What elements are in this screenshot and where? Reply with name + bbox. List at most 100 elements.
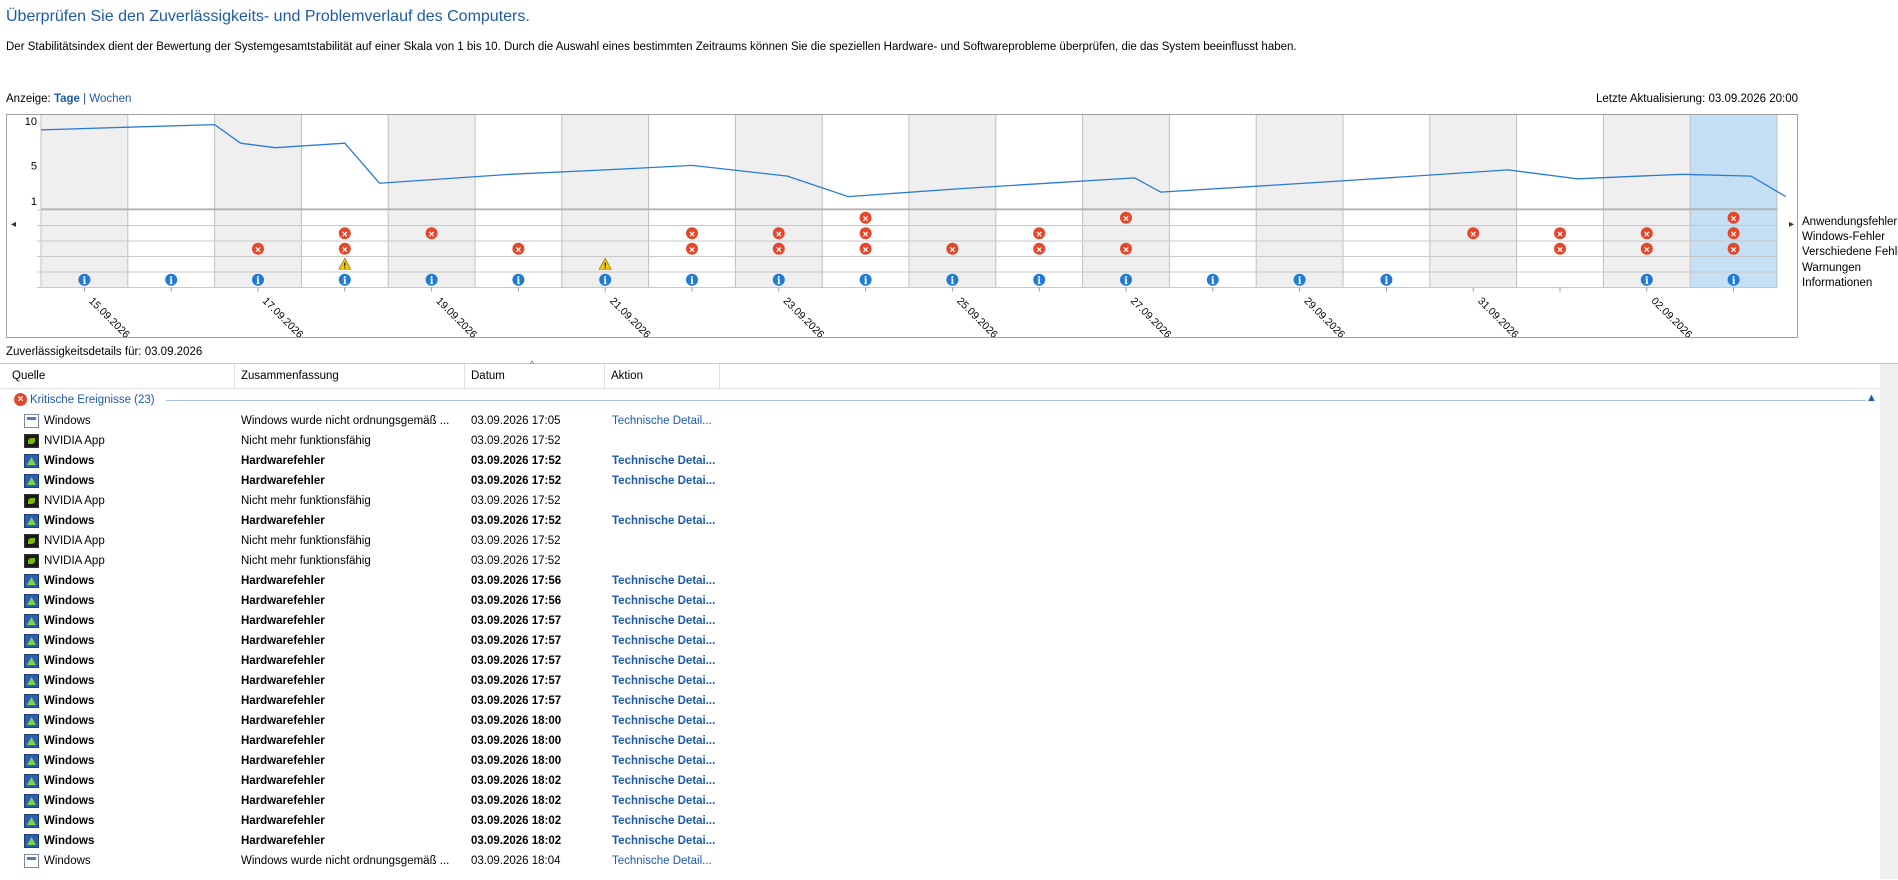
view-days-link[interactable]: Tage: [53, 93, 80, 105]
action-cell[interactable]: Technische Detail...: [612, 855, 712, 867]
scroll-right-icon[interactable]: ▸: [1789, 219, 1794, 230]
chart-day-column[interactable]: [822, 115, 909, 288]
table-row[interactable]: Windows Hardwarefehler 03.09.2026 18:02 Tec…: [0, 791, 1898, 811]
action-cell[interactable]: Technische Detai...: [612, 815, 716, 827]
error-event-icon[interactable]: [512, 242, 525, 255]
info-event-icon[interactable]: [1293, 273, 1306, 286]
error-event-icon[interactable]: [859, 242, 872, 255]
chart-day-column[interactable]: [127, 115, 215, 288]
chart-day-column[interactable]: [388, 115, 475, 288]
chart-day-column[interactable]: [1256, 115, 1343, 288]
action-cell[interactable]: Technische Detai...: [612, 575, 716, 587]
chart-day-column[interactable]: [995, 115, 1083, 288]
error-event-icon[interactable]: [859, 211, 872, 224]
chart-day-column[interactable]: [1429, 115, 1517, 288]
info-event-icon[interactable]: [338, 273, 351, 286]
table-row[interactable]: Windows Hardwarefehler 03.09.2026 18:02 Tec…: [0, 811, 1898, 831]
info-event-icon[interactable]: [859, 273, 872, 286]
action-cell[interactable]: Technische Detai...: [612, 835, 716, 847]
error-event-icon[interactable]: [1120, 211, 1132, 224]
info-event-icon[interactable]: [686, 273, 698, 286]
table-row[interactable]: Windows Hardwarefehler 03.09.2026 17:57 Tec…: [0, 691, 1898, 711]
info-event-icon[interactable]: [1033, 273, 1046, 286]
column-header-source[interactable]: Quelle: [6, 364, 235, 388]
table-row[interactable]: NVIDIA App Nicht mehr funktionsfähig 03.09…: [0, 551, 1898, 571]
error-event-icon[interactable]: [1120, 242, 1132, 255]
chart-day-column[interactable]: [1082, 115, 1170, 288]
table-row[interactable]: Windows Hardwarefehler 03.09.2026 17:57 Tec…: [0, 631, 1898, 651]
action-cell[interactable]: Technische Detai...: [612, 735, 716, 747]
table-row[interactable]: NVIDIA App Nicht mehr funktionsfähig 03.09…: [0, 431, 1898, 451]
warning-event-icon[interactable]: [598, 257, 612, 270]
action-cell[interactable]: Technische Detai...: [612, 755, 716, 767]
action-cell[interactable]: Technische Detai...: [612, 635, 716, 647]
table-row[interactable]: Windows Hardwarefehler 03.09.2026 18:02 Tec…: [0, 771, 1898, 791]
error-event-icon[interactable]: [338, 242, 351, 255]
chart-day-column[interactable]: [1343, 115, 1430, 288]
column-header-summary[interactable]: Zusammenfassung: [235, 364, 465, 388]
table-row[interactable]: Windows Hardwarefehler 03.09.2026 17:57 Tec…: [0, 671, 1898, 691]
info-event-icon[interactable]: [946, 273, 959, 286]
table-row[interactable]: NVIDIA App Nicht mehr funktionsfähig 03.09…: [0, 491, 1898, 511]
view-weeks-link[interactable]: Wochen: [89, 93, 132, 105]
info-event-icon[interactable]: [1640, 273, 1653, 286]
chart-day-column[interactable]: [475, 115, 562, 288]
chart-day-column[interactable]: [648, 115, 736, 288]
column-header-action[interactable]: Aktion: [605, 364, 720, 388]
chart-day-column[interactable]: [214, 115, 302, 288]
error-event-icon[interactable]: [686, 242, 698, 255]
table-row[interactable]: Windows Hardwarefehler 03.09.2026 17:52 Tec…: [0, 511, 1898, 531]
table-row[interactable]: Windows Hardwarefehler 03.09.2026 17:52 Tec…: [0, 451, 1898, 471]
error-event-icon[interactable]: [1640, 227, 1653, 240]
info-event-icon[interactable]: [772, 273, 785, 286]
info-event-icon[interactable]: [1380, 273, 1393, 286]
selected-day-highlight[interactable]: [1690, 115, 1777, 288]
error-event-icon[interactable]: [252, 242, 264, 255]
error-event-icon[interactable]: [1727, 211, 1740, 224]
action-cell[interactable]: Technische Detai...: [612, 715, 716, 727]
error-event-icon[interactable]: [946, 242, 959, 255]
table-row[interactable]: Windows Hardwarefehler 03.09.2026 17:56 Tec…: [0, 591, 1898, 611]
table-row[interactable]: Windows Hardwarefehler 03.09.2026 17:52 Tec…: [0, 471, 1898, 491]
action-cell[interactable]: Technische Detail...: [612, 415, 712, 427]
action-cell[interactable]: Technische Detai...: [612, 615, 716, 627]
error-event-icon[interactable]: [1554, 227, 1566, 240]
chart-day-column[interactable]: [41, 115, 128, 288]
info-event-icon[interactable]: [78, 273, 91, 286]
collapse-group-icon[interactable]: ▲: [1866, 392, 1877, 404]
column-header-date[interactable]: Datum: [465, 364, 605, 388]
action-cell[interactable]: Technische Detai...: [612, 455, 716, 467]
info-event-icon[interactable]: [1120, 273, 1132, 286]
error-event-icon[interactable]: [1033, 227, 1046, 240]
table-row[interactable]: Windows Hardwarefehler 03.09.2026 18:00 Tec…: [0, 731, 1898, 751]
chart-day-column[interactable]: [1516, 115, 1604, 288]
action-cell[interactable]: Technische Detai...: [612, 595, 716, 607]
action-cell[interactable]: Technische Detai...: [612, 655, 716, 667]
error-event-icon[interactable]: [686, 227, 698, 240]
chart-day-column[interactable]: [1603, 115, 1691, 288]
action-cell[interactable]: Technische Detai...: [612, 675, 716, 687]
table-row[interactable]: Windows Hardwarefehler 03.09.2026 17:57 Tec…: [0, 651, 1898, 671]
error-event-icon[interactable]: [1727, 242, 1740, 255]
error-event-icon[interactable]: [772, 242, 785, 255]
table-row[interactable]: Windows Windows wurde nicht ordnungsgemäß…: [0, 411, 1898, 431]
info-event-icon[interactable]: [165, 273, 178, 286]
table-row[interactable]: Windows Hardwarefehler 03.09.2026 18:00 Tec…: [0, 711, 1898, 731]
error-event-icon[interactable]: [1467, 227, 1480, 240]
error-event-icon[interactable]: [1033, 242, 1046, 255]
action-cell[interactable]: Technische Detai...: [612, 775, 716, 787]
warning-event-icon[interactable]: [338, 257, 352, 270]
info-event-icon[interactable]: [599, 273, 612, 286]
table-row[interactable]: Windows Hardwarefehler 03.09.2026 18:02 Tec…: [0, 831, 1898, 851]
info-event-icon[interactable]: [512, 273, 525, 286]
error-event-icon[interactable]: [338, 227, 351, 240]
error-event-icon[interactable]: [1554, 242, 1566, 255]
table-row[interactable]: Windows Hardwarefehler 03.09.2026 17:57 Tec…: [0, 611, 1898, 631]
info-event-icon[interactable]: [425, 273, 438, 286]
error-event-icon[interactable]: [859, 227, 872, 240]
scroll-left-icon[interactable]: ◂: [11, 219, 16, 230]
table-row[interactable]: Windows Hardwarefehler 03.09.2026 17:56 Tec…: [0, 571, 1898, 591]
table-row[interactable]: Windows Windows wurde nicht ordnungsgemäß…: [0, 851, 1898, 871]
error-event-icon[interactable]: [1640, 242, 1653, 255]
stability-chart[interactable]: 10 5 1 ◂ ▸ × × × × × × × × × × × × × × × × × × × × × × × × ×!! i i i i i i i…: [6, 114, 1798, 341]
